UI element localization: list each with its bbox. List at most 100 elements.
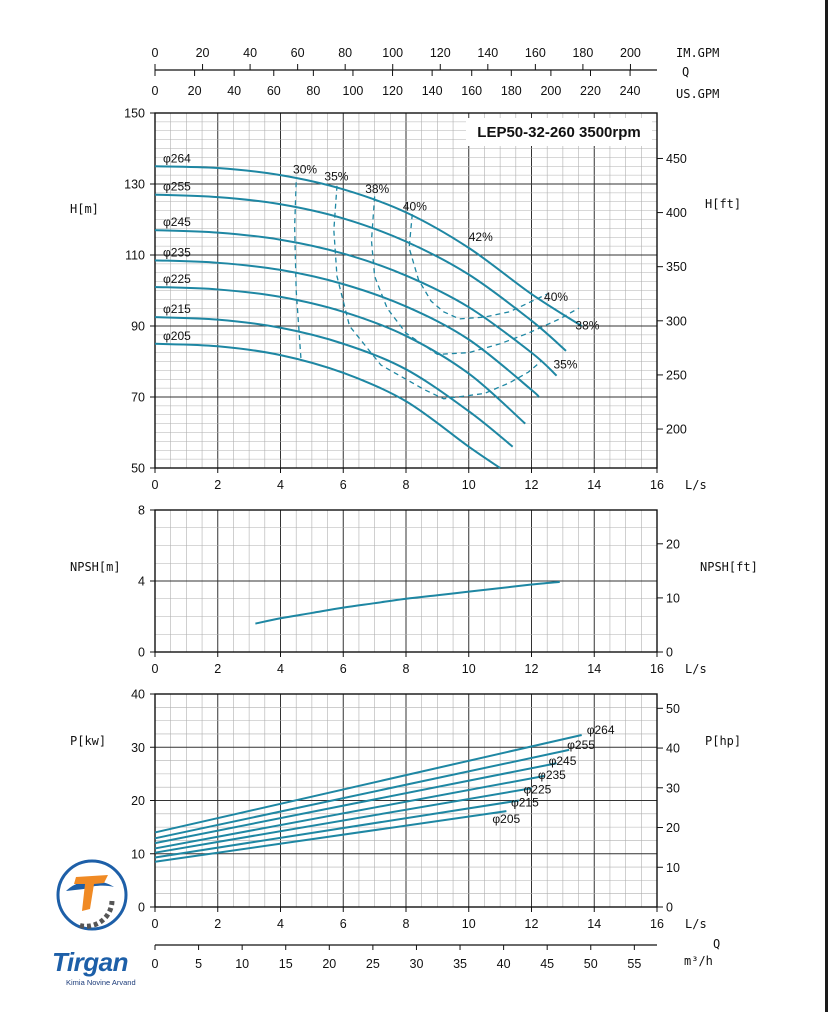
m3h-tick-label: 5 [195, 957, 202, 971]
x-axis-label: L/s [685, 917, 707, 931]
series-line [154, 787, 532, 854]
y-tick-label: 110 [125, 249, 145, 263]
efficiency-line [333, 185, 542, 400]
x-tick-label: 6 [340, 917, 347, 931]
x-tick-label: 16 [650, 662, 664, 676]
y2-tick-label: 40 [666, 742, 680, 756]
x-axis-label: L/s [685, 478, 707, 492]
efficiency-label: 35% [553, 358, 577, 372]
y2-tick-label: 10 [666, 591, 680, 605]
series-line [154, 799, 520, 859]
impgpm-tick-label: 40 [243, 46, 257, 60]
y2-tick-label: 30 [666, 781, 680, 795]
series-line [154, 259, 540, 398]
y2-tick-label: 20 [666, 821, 680, 835]
y2-tick-label: 350 [666, 260, 687, 274]
impgpm-tick-label: 180 [572, 46, 593, 60]
m3h-tick-label: 10 [235, 957, 249, 971]
x-tick-label: 10 [462, 478, 476, 492]
usgpm-tick-label: 200 [540, 84, 561, 98]
m3h-tick-label: 35 [453, 957, 467, 971]
usgpm-tick-label: 180 [501, 84, 522, 98]
usgpm-tick-label: 240 [620, 84, 641, 98]
usgpm-tick-label: 40 [227, 84, 241, 98]
series-line [255, 580, 560, 625]
y-tick-label: 40 [131, 688, 145, 702]
bottom-q-label: Q [713, 937, 720, 951]
x-tick-label: 8 [403, 917, 410, 931]
y2-tick-label: 200 [666, 423, 687, 437]
y2-tick-label: 0 [666, 646, 673, 660]
series-label: φ264 [163, 151, 191, 165]
impgpm-tick-label: 100 [382, 46, 403, 60]
efficiency-label: 40% [403, 200, 427, 214]
series-label: φ215 [511, 796, 539, 810]
title-box [466, 118, 652, 146]
y2-tick-label: 50 [666, 702, 680, 716]
x-tick-label: 14 [587, 478, 601, 492]
x-tick-label: 0 [152, 917, 159, 931]
series-label: φ235 [538, 768, 566, 782]
usgpm-tick-label: 60 [267, 84, 281, 98]
x-tick-label: 14 [587, 662, 601, 676]
x-tick-label: 14 [587, 917, 601, 931]
usgpm-tick-label: 220 [580, 84, 601, 98]
x-tick-label: 12 [525, 662, 539, 676]
series-line [154, 193, 567, 352]
y-tick-label: 150 [124, 107, 145, 121]
m3h-tick-label: 15 [279, 957, 293, 971]
series-line [154, 342, 501, 469]
x-tick-label: 2 [214, 478, 221, 492]
efficiency-label: 38% [575, 319, 599, 333]
m3h-tick-label: 40 [497, 957, 511, 971]
logo-subtitle: Kimia Novine Arvand [66, 978, 136, 987]
impgpm-tick-label: 140 [477, 46, 498, 60]
y-axis-label: H[m] [70, 202, 99, 216]
series-line [154, 775, 545, 850]
impgpm-tick-label: 80 [338, 46, 352, 60]
m3h-tick-label: 30 [410, 957, 424, 971]
impgpm-tick-label: 120 [430, 46, 451, 60]
usgpm-tick-label: 120 [382, 84, 403, 98]
series-label: φ255 [163, 180, 191, 194]
y2-tick-label: 400 [666, 206, 687, 220]
impgpm-tick-label: 60 [291, 46, 305, 60]
y-tick-label: 70 [131, 391, 145, 405]
series-line [154, 734, 582, 834]
y-tick-label: 0 [138, 646, 145, 660]
series-label: φ205 [492, 812, 520, 826]
x-tick-label: 6 [340, 662, 347, 676]
efficiency-line [370, 196, 579, 356]
x-tick-label: 0 [152, 662, 159, 676]
x-tick-label: 12 [525, 917, 539, 931]
series-line [154, 285, 526, 425]
x-axis-label: L/s [685, 662, 707, 676]
impgpm-tick-label: 200 [620, 46, 641, 60]
x-tick-label: 8 [403, 662, 410, 676]
series-label: φ225 [524, 782, 552, 796]
usgpm-tick-label: 80 [306, 84, 320, 98]
logo-ring [56, 859, 128, 931]
y2-axis-label: H[ft] [705, 197, 741, 211]
series-line [154, 762, 557, 845]
efficiency-label: 42% [469, 230, 493, 244]
axes [150, 64, 663, 950]
x-tick-label: 4 [277, 662, 284, 676]
m3h-tick-label: 0 [152, 957, 159, 971]
usgpm-tick-label: 160 [461, 84, 482, 98]
x-tick-label: 10 [462, 917, 476, 931]
efficiency-label: 38% [365, 182, 389, 196]
efficiency-label: 35% [324, 169, 348, 183]
usgpm-tick-label: 100 [343, 84, 364, 98]
logo-text: Tirgan [52, 947, 128, 977]
frame-border [825, 0, 828, 1012]
company-logo [56, 859, 128, 931]
usgpm-label: US.GPM [676, 87, 719, 101]
usgpm-tick-label: 140 [422, 84, 443, 98]
impgpm-label: IM.GPM [676, 46, 719, 60]
y-tick-label: 8 [138, 504, 145, 518]
series-label: φ255 [567, 738, 595, 752]
m3h-tick-label: 25 [366, 957, 380, 971]
